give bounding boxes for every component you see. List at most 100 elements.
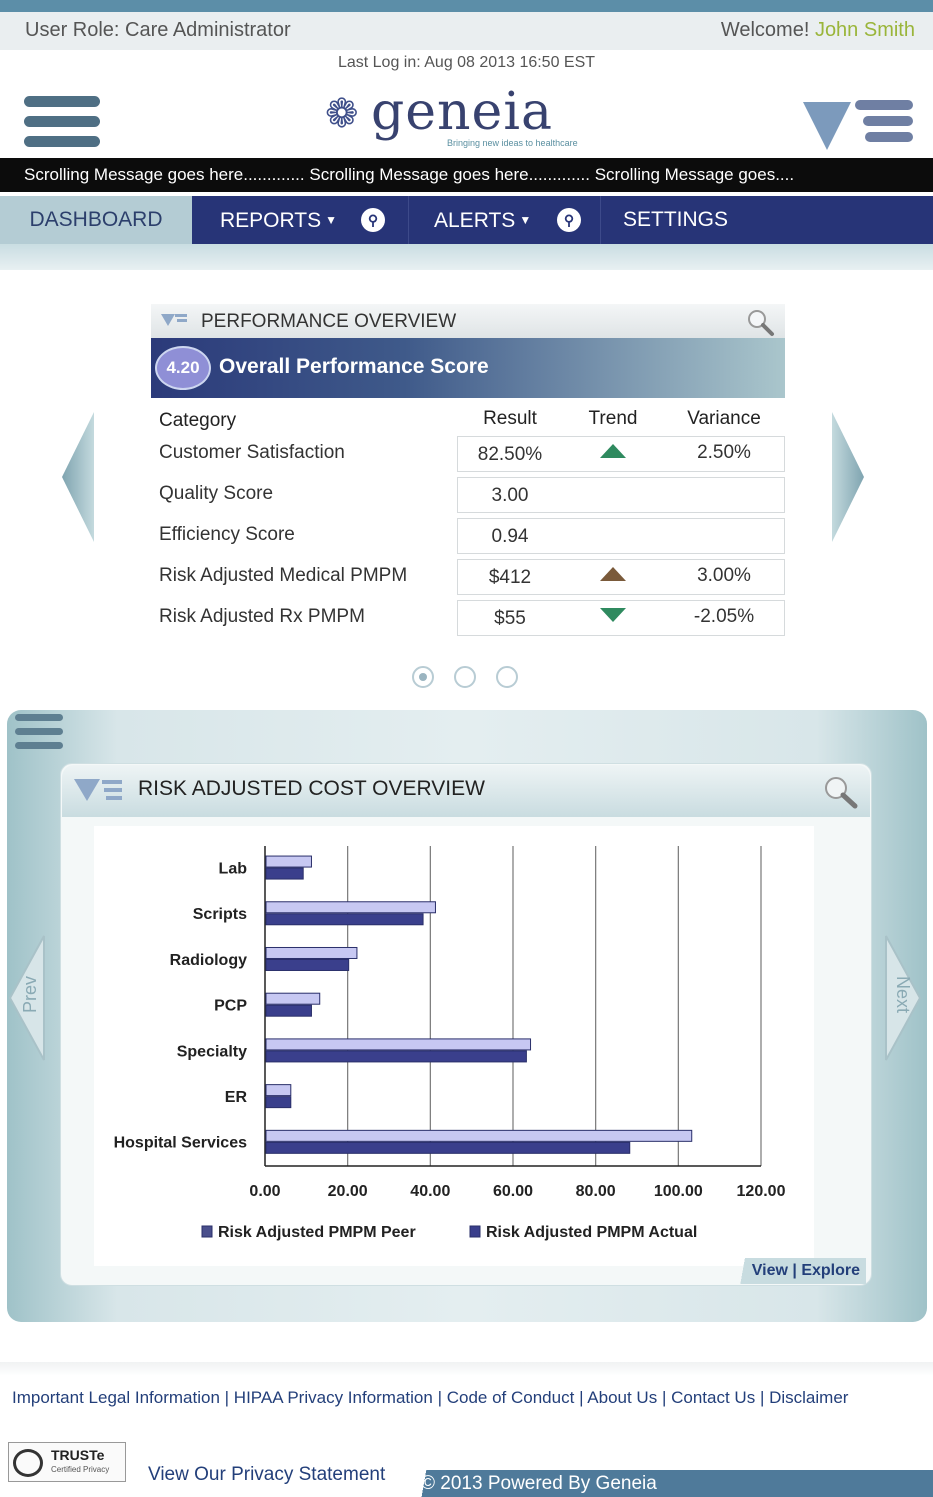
- carousel-pager: [412, 666, 522, 690]
- legend-swatch: [201, 1225, 213, 1238]
- tab-alerts-label: ALERTS: [434, 209, 516, 232]
- trend-down-icon: [563, 606, 663, 628]
- main-nav: DASHBOARD REPORTS ▼ ⚲ ALERTS ▼ ⚲ SETTINGS: [0, 196, 933, 244]
- welcome-text: Welcome! John Smith: [721, 19, 915, 42]
- footer-link-conduct[interactable]: Code of Conduct: [446, 1388, 575, 1407]
- footer-divider: [0, 1362, 933, 1376]
- bar-actual: [265, 1096, 292, 1109]
- next-chart-button[interactable]: Next: [882, 934, 926, 1062]
- alerts-search-icon[interactable]: ⚲: [557, 208, 581, 232]
- scrolling-message: Scrolling Message goes here.............…: [0, 158, 933, 192]
- prev-label: Prev: [20, 975, 41, 1014]
- footer-link-contact[interactable]: Contact Us: [671, 1388, 756, 1407]
- performance-table: Category Result Trend Variance Customer …: [151, 404, 785, 641]
- explore-link[interactable]: Explore: [801, 1262, 860, 1279]
- x-tick-label: 40.00: [410, 1183, 450, 1200]
- pager-dot[interactable]: [412, 666, 434, 688]
- x-tick-label: 60.00: [493, 1183, 533, 1200]
- footer-link-legal[interactable]: Important Legal Information: [12, 1388, 220, 1407]
- row-category: Risk Adjusted Medical PMPM: [159, 565, 408, 586]
- category-label: Lab: [219, 860, 248, 877]
- panel-menu-icon[interactable]: [15, 714, 63, 754]
- row-result: 3.00: [491, 485, 529, 506]
- table-row[interactable]: Customer Satisfaction 82.50% 2.50%: [151, 436, 785, 477]
- category-label: Radiology: [170, 952, 247, 969]
- footer-separator: |: [759, 1388, 765, 1407]
- table-row[interactable]: Risk Adjusted Medical PMPM $412 3.00%: [151, 559, 785, 600]
- footer-link-about[interactable]: About Us: [587, 1388, 658, 1407]
- flower-icon: ❁: [325, 92, 359, 136]
- tab-alerts[interactable]: ALERTS ▼: [434, 196, 531, 244]
- row-box: [457, 600, 785, 636]
- tab-reports[interactable]: REPORTS ▼: [220, 196, 337, 244]
- performance-overview-panel: PERFORMANCE OVERVIEW 4.20 Overall Perfor…: [151, 304, 785, 398]
- score-badge: 4.20: [155, 346, 211, 390]
- tab-reports-label: REPORTS: [220, 209, 322, 232]
- row-box: [457, 477, 785, 513]
- bar-peer: [265, 992, 321, 1005]
- bar-actual: [265, 1141, 631, 1154]
- link-separator: |: [792, 1262, 797, 1279]
- collapse-triangle-icon[interactable]: [74, 779, 122, 803]
- logo-word: geneia: [371, 82, 553, 142]
- cost-header: RISK ADJUSTED COST OVERVIEW: [62, 765, 870, 817]
- row-box: [457, 518, 785, 554]
- category-label: ER: [225, 1089, 248, 1106]
- welcome-label: Welcome!: [720, 19, 810, 41]
- x-tick-label: 20.00: [328, 1183, 368, 1200]
- prev-chart-button[interactable]: Prev: [8, 934, 52, 1062]
- bar-actual: [265, 913, 424, 926]
- row-result: 0.94: [491, 526, 529, 547]
- bar-peer: [265, 1129, 693, 1142]
- collapse-triangle-icon[interactable]: [161, 314, 187, 328]
- powered-by: © 2013 Powered By Geneia: [405, 1470, 933, 1497]
- reports-search-icon[interactable]: ⚲: [361, 208, 385, 232]
- score-title: Overall Performance Score: [219, 355, 489, 378]
- pager-dot[interactable]: [496, 666, 518, 688]
- hamburger-menu-icon[interactable]: [24, 96, 100, 152]
- row-category: Efficiency Score: [159, 524, 295, 545]
- magnifier-icon[interactable]: [822, 775, 858, 809]
- tab-settings[interactable]: SETTINGS: [623, 208, 729, 231]
- caret-down-icon: ▼: [519, 213, 532, 227]
- table-row[interactable]: Risk Adjusted Rx PMPM $55 -2.05%: [151, 600, 785, 641]
- magnifier-icon[interactable]: [745, 307, 775, 337]
- cost-chart: 0.00 20.00 40.00 60.00 80.00 100.00 120.00 Lab S…: [94, 826, 814, 1266]
- row-category: Customer Satisfaction: [159, 442, 345, 463]
- geneia-logo[interactable]: ❁ geneia Bringing new ideas to healthcar…: [325, 82, 585, 152]
- table-row[interactable]: Efficiency Score 0.94: [151, 518, 785, 559]
- pager-dot[interactable]: [454, 666, 476, 688]
- tab-dashboard[interactable]: DASHBOARD: [0, 196, 192, 244]
- privacy-statement-link[interactable]: View Our Privacy Statement: [148, 1464, 386, 1485]
- user-name-link[interactable]: John Smith: [814, 19, 915, 41]
- performance-header: PERFORMANCE OVERVIEW: [151, 304, 785, 338]
- truste-seal[interactable]: TRUSTe Certified Privacy: [8, 1442, 126, 1482]
- view-link[interactable]: View: [751, 1262, 788, 1279]
- footer-link-disclaimer[interactable]: Disclaimer: [769, 1388, 849, 1407]
- top-strip: [0, 0, 933, 12]
- legend-label: Risk Adjusted PMPM Peer: [218, 1224, 416, 1241]
- table-header: Category Result Trend Variance: [151, 404, 785, 436]
- role-bar: User Role: Care Administrator Welcome! J…: [0, 12, 933, 50]
- row-category: Risk Adjusted Rx PMPM: [159, 606, 365, 627]
- dropdown-menu-icon[interactable]: [803, 98, 915, 152]
- row-variance: -2.05%: [693, 606, 755, 627]
- bar-actual: [265, 867, 304, 880]
- cost-title: RISK ADJUSTED COST OVERVIEW: [138, 777, 485, 800]
- row-category: Quality Score: [159, 483, 274, 504]
- bar-peer: [265, 1084, 292, 1097]
- x-tick-label: 80.00: [576, 1183, 616, 1200]
- footer-link-hipaa[interactable]: HIPAA Privacy Information: [233, 1388, 433, 1407]
- x-tick-label: 100.00: [654, 1183, 703, 1200]
- performance-title: PERFORMANCE OVERVIEW: [201, 311, 457, 332]
- trend-up-icon: [563, 442, 663, 464]
- carousel-prev-arrow-icon[interactable]: [60, 410, 96, 544]
- table-row[interactable]: Quality Score 3.00: [151, 477, 785, 518]
- nav-divider: [600, 196, 601, 244]
- footer-separator: |: [437, 1388, 442, 1407]
- truste-mark-icon: [13, 1449, 43, 1477]
- bar-peer: [265, 855, 312, 868]
- carousel-next-arrow-icon[interactable]: [830, 410, 866, 544]
- x-tick-label: 0.00: [249, 1183, 280, 1200]
- row-box: [457, 436, 785, 472]
